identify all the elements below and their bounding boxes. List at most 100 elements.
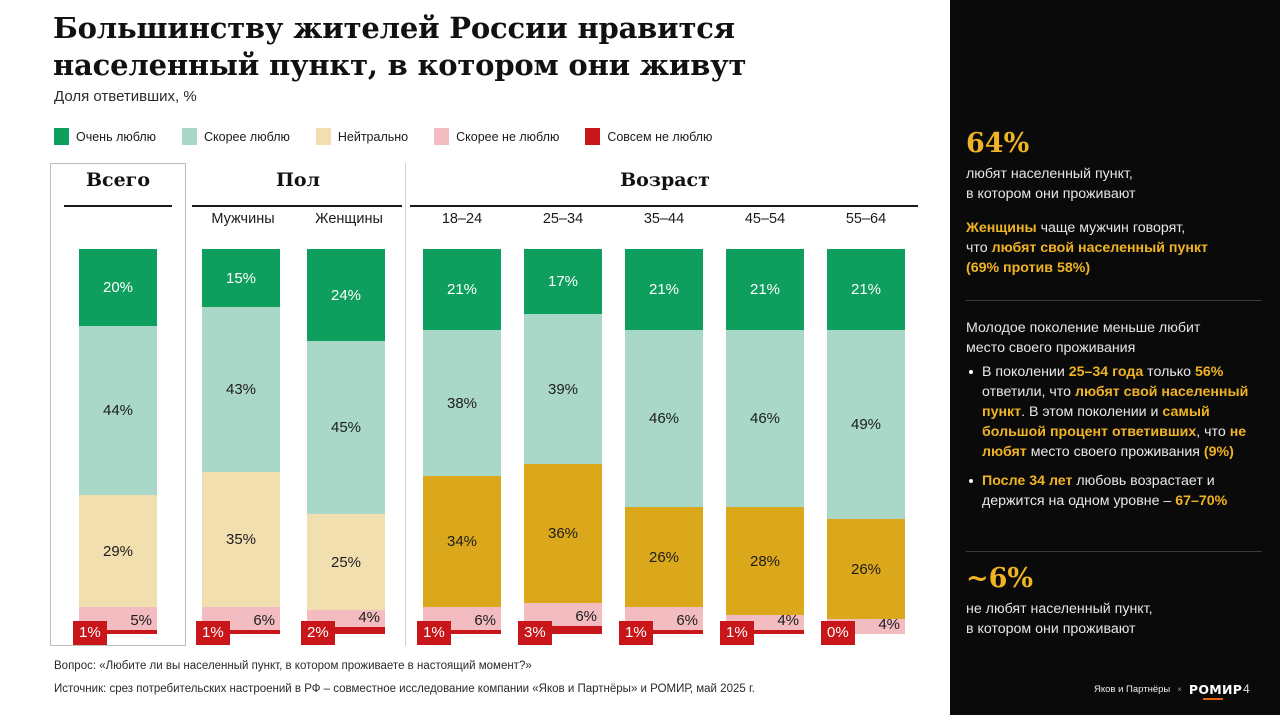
segment-very-love[interactable]: 15% <box>202 249 280 307</box>
col-label-45-54: 45–54 <box>744 211 786 227</box>
brand-yakov: Яков и Партнёры <box>1094 684 1171 695</box>
segment-strongly-dislike[interactable]: 3% <box>518 621 602 645</box>
b1-b6: (9%) <box>1203 444 1234 460</box>
group-title-gender: Пол <box>275 169 320 191</box>
segment-value: 20% <box>102 279 134 296</box>
segment-neutral[interactable]: 34% <box>423 476 501 607</box>
legend-item-rather-dislike[interactable]: Скорее не люблю <box>434 128 559 145</box>
segment-very-love[interactable]: 21% <box>625 249 703 330</box>
segment-very-love[interactable]: 21% <box>827 249 905 330</box>
segment-very-love[interactable]: 21% <box>726 249 804 330</box>
segment-strongly-dislike[interactable]: 1% <box>619 621 703 645</box>
divider-gender-age <box>405 163 406 646</box>
segment-value: 46% <box>749 410 781 427</box>
segment-strongly-dislike[interactable]: 1% <box>73 621 157 645</box>
segment-value: 15% <box>225 269 257 287</box>
bar-age-55-64[interactable]: 21% 49% 26% 4% 0% <box>821 249 905 645</box>
segment-rather-love[interactable]: 46% <box>726 330 804 507</box>
segment-value: 21% <box>648 281 680 298</box>
bar-age-45-54[interactable]: 21% 46% 28% 4% 1% <box>720 249 804 645</box>
segment-strongly-dislike[interactable]: 2% <box>301 621 385 645</box>
segment-value: 28% <box>749 552 781 570</box>
segment-value: 49% <box>850 416 882 433</box>
legend-item-very-love[interactable]: Очень люблю <box>54 128 156 145</box>
segment-strongly-dislike[interactable]: 1% <box>196 621 280 645</box>
insight-bullet-list: В поколении 25–34 года только 56% ответи… <box>966 362 1268 511</box>
legend-item-neutral[interactable]: Нейтрально <box>315 128 408 145</box>
segment-value: 4% <box>777 612 799 629</box>
legend-swatch-icon <box>54 128 69 145</box>
legend-swatch-icon <box>434 128 450 145</box>
col-label-25-34: 25–34 <box>542 211 584 227</box>
segment-neutral[interactable]: 28% <box>726 507 804 615</box>
segment-rather-love[interactable]: 38% <box>423 330 501 476</box>
segment-rather-love[interactable]: 45% <box>307 341 385 514</box>
segment-rather-love[interactable]: 46% <box>625 330 703 507</box>
note-question: Вопрос: «Любите ли вы населенный пункт, … <box>54 660 532 672</box>
insight-gender-t2: что <box>966 240 992 256</box>
segment-rather-love[interactable]: 39% <box>524 314 602 464</box>
b1-b3: любят свой населенный пункт <box>982 384 1249 420</box>
chart-pane: Большинству жителей России нравится насе… <box>50 11 920 695</box>
bar-age-25-34[interactable]: 17% 39% 36% 6% 3% <box>518 249 602 645</box>
b1-b4: самый большой процент ответивших <box>982 404 1210 440</box>
insight-bullet-2: После 34 лет любовь возрастает и держитс… <box>969 471 1268 511</box>
bar-women[interactable]: 24% 45% 25% 4% 2% <box>301 249 385 645</box>
stat-love-caption-line2: в котором они проживают <box>966 186 1136 202</box>
legend-item-strongly-dislike[interactable]: Совсем не люблю <box>585 128 712 145</box>
segment-value: 46% <box>648 410 680 427</box>
segment-very-love[interactable]: 20% <box>79 249 157 326</box>
note-source: Источник: срез потребительских настроени… <box>54 683 755 695</box>
legend-label: Совсем не люблю <box>607 129 713 144</box>
b1-t2: только <box>1143 364 1195 380</box>
segment-rather-love[interactable]: 43% <box>202 307 280 472</box>
divider-insights-2 <box>966 551 1262 552</box>
segment-value: 44% <box>102 402 134 419</box>
segment-value: 38% <box>446 394 478 412</box>
stat-dislike-caption-line2: в котором они проживают <box>966 621 1136 637</box>
bar-age-35-44[interactable]: 21% 46% 26% 6% 1% <box>619 249 703 645</box>
legend-swatch-icon <box>182 128 198 145</box>
segment-neutral[interactable]: 26% <box>827 519 905 619</box>
legend-label: Очень люблю <box>76 129 157 144</box>
segment-value: 4% <box>878 616 900 633</box>
insight-block-dislike: ~6% не любят населенный пункт, в котором… <box>966 563 1268 639</box>
segment-neutral[interactable]: 25% <box>307 514 385 610</box>
segment-very-love[interactable]: 24% <box>307 249 385 341</box>
segment-strongly-dislike[interactable]: 1% <box>417 621 501 645</box>
b1-t6: место своего проживания <box>1026 444 1204 460</box>
page-title: Большинству жителей России нравится насе… <box>53 11 747 82</box>
segment-strongly-dislike[interactable]: 1% <box>720 621 804 645</box>
segment-value-callout: 1% <box>619 621 653 645</box>
segment-rather-dislike[interactable]: 6% <box>524 603 602 626</box>
segment-very-love[interactable]: 17% <box>524 249 602 314</box>
stat-dislike-caption: не любят населенный пункт, в котором они… <box>966 599 1268 639</box>
segment-very-love[interactable]: 21% <box>423 249 501 330</box>
bar-men[interactable]: 15% 43% 35% 6% 1% <box>196 249 280 645</box>
segment-neutral[interactable]: 29% <box>79 495 157 607</box>
segment-rather-love[interactable]: 49% <box>827 330 905 519</box>
b1-t1: В поколении <box>982 364 1069 380</box>
segment-value-callout: 2% <box>301 621 335 645</box>
chart-legend: Очень люблю Скорее люблю Нейтрально Скор… <box>54 128 712 145</box>
bar-age-18-24[interactable]: 21% 38% 34% 6% 1% <box>417 249 501 645</box>
stacked-bar-chart: Всего Пол Мужчины Женщины Возраст 18–24 … <box>50 163 920 646</box>
legend-label: Скорее люблю <box>204 129 290 144</box>
segment-neutral[interactable]: 26% <box>625 507 703 607</box>
segment-rather-love[interactable]: 44% <box>79 326 157 495</box>
col-label-18-24: 18–24 <box>441 211 483 227</box>
group-rule-total <box>64 205 172 207</box>
segment-neutral[interactable]: 35% <box>202 472 280 607</box>
bar-total[interactable]: 20% 44% 29% 5% 1% <box>73 249 157 645</box>
segment-value: 6% <box>676 612 698 629</box>
segment-value: 45% <box>330 419 362 436</box>
segment-neutral[interactable]: 36% <box>524 464 602 603</box>
col-label-55-64: 55–64 <box>845 211 887 227</box>
segment-value-callout: 1% <box>73 621 107 645</box>
insight-gender: Женщины чаще мужчин говорят, что любят с… <box>966 218 1268 278</box>
legend-item-rather-love[interactable]: Скорее люблю <box>182 128 290 145</box>
segment-value: 43% <box>225 381 257 398</box>
b1-b2: 56% <box>1194 364 1224 380</box>
insight-youth-intro-line2: место своего проживания <box>966 340 1136 356</box>
